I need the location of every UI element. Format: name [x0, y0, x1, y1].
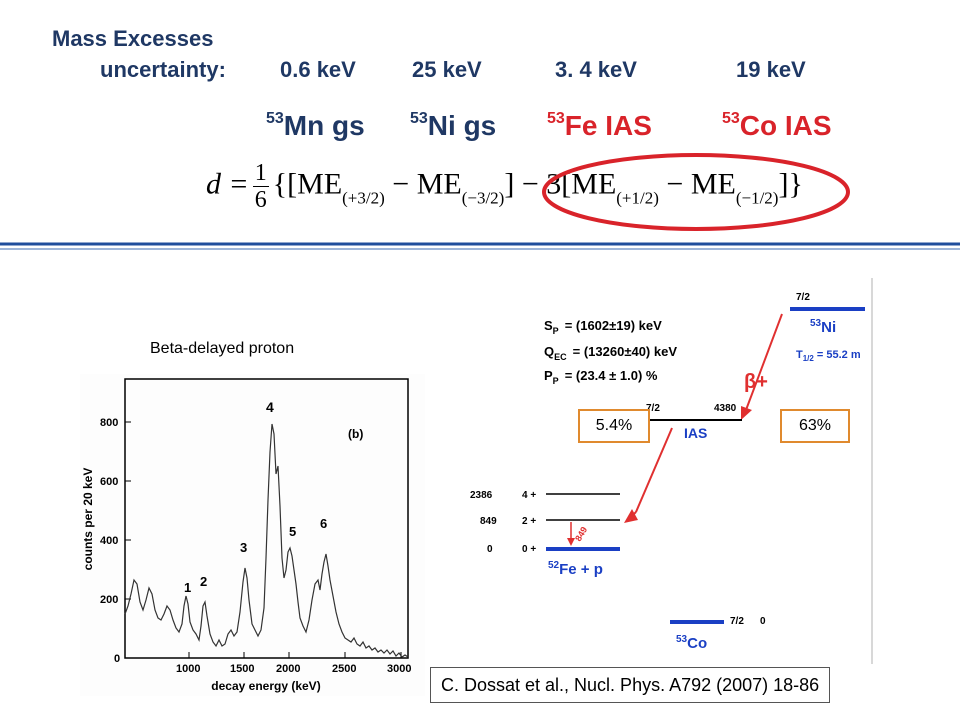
x-tick-2500: 2500 [332, 663, 356, 675]
ni-half-life: T1/2 = 55.2 m [796, 349, 861, 363]
fe-p-label: 52Fe + p [548, 560, 603, 578]
fe-level-spin-4plus: 4 + [522, 490, 536, 501]
branch-proton-box: 5.4% [578, 409, 650, 443]
nuclide-co-ias: 53Co IAS [722, 110, 832, 141]
citation: C. Dossat et al., Nucl. Phys. A792 (2007… [430, 667, 831, 703]
fe-level-spin-0plus: 0 + [522, 544, 536, 555]
ias-energy: 4380 [714, 403, 737, 414]
co-energy: 0 [760, 616, 766, 627]
x-tick-2000: 2000 [276, 663, 300, 675]
peak-label-5: 5 [289, 524, 296, 539]
nuclide-fe-ias: 53Fe IAS [547, 110, 652, 141]
y-tick-200: 200 [100, 594, 118, 606]
pp-line: PP = (23.4 ± 1.0) % [544, 368, 658, 386]
sp-line: SP = (1602±19) keV [544, 318, 662, 336]
nuclide-ni-gs: 53Ni gs [410, 110, 497, 141]
scheme-background [440, 276, 875, 666]
uncertainty-mn: 0.6 keV [280, 57, 356, 82]
highlight-ellipse [542, 153, 850, 231]
y-tick-800: 800 [100, 417, 118, 429]
beta-arrow-head [741, 406, 752, 420]
qec-line: QEC = (13260±40) keV [544, 344, 677, 362]
spectrum-plot: 1000 1500 2000 2500 3000 0 200 400 600 8… [80, 374, 425, 696]
y-axis-label: counts per 20 keV [81, 468, 95, 571]
x-tick-3000: 3000 [387, 663, 411, 675]
x-tick-1000: 1000 [176, 663, 200, 675]
peak-label-1: 1 [184, 580, 191, 595]
peak-label-2: 2 [200, 574, 207, 589]
ni-spin: 7/2 [796, 292, 810, 303]
x-tick-1500: 1500 [230, 663, 254, 675]
panel-label: (b) [348, 427, 363, 441]
nuclide-mn-gs: 53Mn gs [266, 110, 365, 141]
ias-spin: 7/2 [646, 403, 660, 414]
beta-label: β+ [744, 371, 768, 393]
level-scheme: SP = (1602±19) keV QEC = (13260±40) keV PP… [440, 276, 875, 666]
header-decoration [0, 153, 960, 250]
plot-frame [124, 378, 409, 659]
proton-arrow-head [624, 509, 638, 523]
branch-beta-box: 63% [780, 409, 850, 443]
spectrum-background [80, 374, 425, 696]
co-spin: 7/2 [730, 616, 744, 627]
beta-arrow [745, 313, 783, 411]
spectrum-caption: Beta-delayed proton [150, 340, 295, 357]
peak-label-4: 4 [266, 399, 274, 415]
ni-label: 53Ni [810, 318, 836, 336]
peak-label-6: 6 [320, 516, 327, 531]
fe-level-energy-0: 0 [487, 544, 493, 555]
uncertainty-ni: 25 keV [412, 57, 482, 82]
uncertainty-label: uncertainty: [100, 57, 226, 82]
ias-label: IAS [684, 425, 707, 441]
title: Mass Excesses [52, 26, 214, 51]
proton-arrow [635, 427, 673, 513]
co-label: 53Co [676, 634, 707, 652]
gamma-arrow-head [567, 538, 575, 546]
peak-label-3: 3 [240, 540, 247, 555]
fe-level-energy-2386: 2386 [470, 490, 493, 501]
x-axis-label: decay energy (keV) [211, 679, 320, 693]
uncertainty-fe: 3. 4 keV [555, 57, 637, 82]
y-tick-400: 400 [100, 535, 118, 547]
uncertainty-co: 19 keV [736, 57, 806, 82]
y-tick-600: 600 [100, 476, 118, 488]
fe-level-energy-849: 849 [480, 516, 497, 527]
y-tick-0: 0 [114, 653, 120, 665]
fe-level-spin-2plus: 2 + [522, 516, 536, 527]
imme-formula: d = 1 6 {[ME(+3/2) − ME(−3/2)] − 3[ME(+1/2)… [206, 160, 803, 213]
spectrum-trace [124, 423, 409, 658]
